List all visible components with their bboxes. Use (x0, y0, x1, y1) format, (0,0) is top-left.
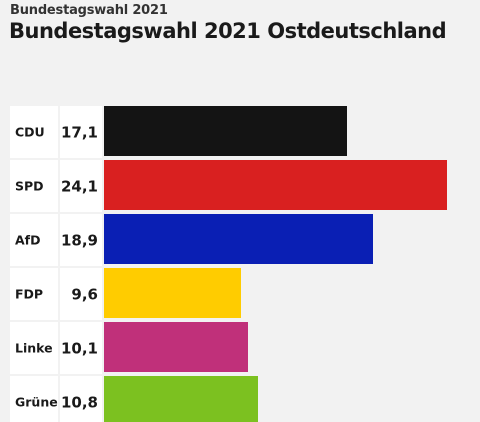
category-label: FDP (15, 287, 43, 302)
value-cell (60, 322, 102, 374)
value-cell (60, 268, 102, 320)
bar (104, 214, 373, 264)
value-cell (60, 376, 102, 422)
value-label: 17,1 (61, 124, 98, 142)
category-cell (10, 160, 58, 212)
value-label: 24,1 (61, 178, 98, 196)
category-label: Linke (15, 341, 53, 356)
category-label: Grüne (15, 395, 58, 410)
value-label: 10,8 (61, 394, 98, 412)
bar-row-gr-ne: Grüne 10,8 (10, 376, 258, 422)
value-label: 10,1 (61, 340, 98, 358)
category-cell (10, 214, 58, 266)
category-label: CDU (15, 125, 45, 140)
bar (104, 376, 258, 422)
value-cell (60, 160, 102, 212)
category-label: AfD (15, 233, 41, 248)
category-label: SPD (15, 179, 44, 194)
bar-row-cdu: CDU 17,1 (10, 106, 347, 158)
bar-row-fdp: FDP 9,6 (10, 268, 241, 320)
bar (104, 322, 248, 372)
chart-kicker: Bundestagswahl 2021 (10, 3, 168, 18)
category-cell (10, 322, 58, 374)
bar (104, 106, 347, 156)
bar (104, 160, 447, 210)
value-label: 18,9 (61, 232, 98, 250)
chart-rows: CDU 17,1 SPD 24,1 AfD 18,9 FDP 9,6 Linke 10,1 Grün… (10, 106, 447, 422)
chart-title: Bundestagswahl 2021 Ostdeutschland (9, 19, 447, 43)
bar-row-spd: SPD 24,1 (10, 160, 447, 212)
bar-row-linke: Linke 10,1 (10, 322, 248, 374)
category-cell (10, 106, 58, 158)
value-cell (60, 214, 102, 266)
value-label: 9,6 (71, 286, 98, 304)
value-cell (60, 106, 102, 158)
bar-row-afd: AfD 18,9 (10, 214, 373, 266)
category-cell (10, 268, 58, 320)
category-cell (10, 376, 58, 422)
bar (104, 268, 241, 318)
